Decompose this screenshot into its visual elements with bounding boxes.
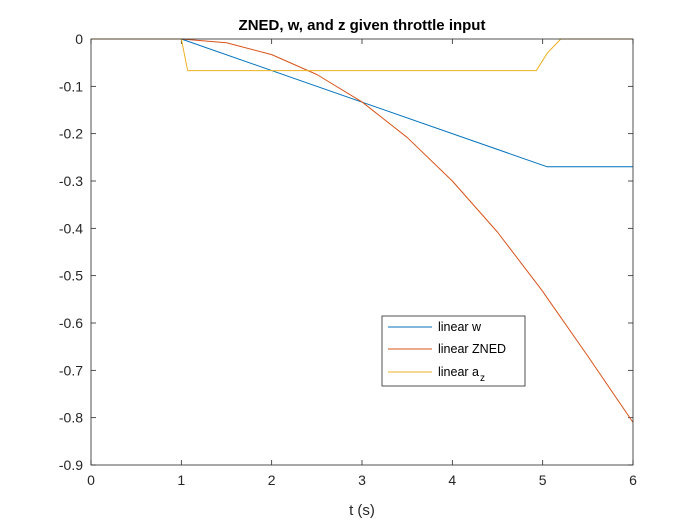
y-axis-ticks: 0 -0.1 -0.2 -0.3 -0.4 -0.5 -0.6 -0.7 -0.8 -0.9	[59, 31, 633, 473]
legend-label-linear-w: linear w	[438, 320, 482, 334]
y-tick-label: -0.8	[59, 410, 83, 426]
chart-title: ZNED, w, and z given throttle input	[239, 17, 486, 34]
y-tick-label: -0.7	[59, 362, 83, 378]
x-tick-label: 6	[629, 472, 637, 488]
x-tick-label: 4	[448, 472, 456, 488]
legend-label-linear-az-subscript: z	[480, 373, 485, 384]
series-line-linear-az	[91, 38, 633, 72]
plot-frame	[90, 38, 634, 466]
x-axis-label: t (s)	[349, 502, 375, 519]
y-tick-label: -0.9	[59, 457, 83, 473]
series-line-linear-zned	[91, 38, 634, 423]
x-tick-label: 3	[358, 472, 366, 488]
y-tick-label: -0.1	[59, 78, 83, 94]
y-tick-label: 0	[75, 31, 83, 47]
y-tick-label: -0.2	[59, 126, 83, 142]
x-axis-ticks: 0 1 2 3 4 5 6	[87, 39, 637, 488]
legend-box	[381, 315, 526, 387]
x-tick-label: 0	[87, 472, 95, 488]
plot-area	[91, 39, 633, 465]
x-tick-label: 5	[539, 472, 547, 488]
legend-label-linear-zned: linear ZNED	[438, 342, 506, 356]
x-tick-label: 1	[177, 472, 185, 488]
y-tick-label: -0.5	[59, 268, 83, 284]
y-tick-label: -0.4	[59, 220, 83, 236]
legend-label-linear-az: linear az	[438, 365, 485, 384]
legend-label-linear-az-main: linear a	[438, 365, 479, 379]
y-tick-label: -0.3	[59, 173, 83, 189]
y-tick-label: -0.6	[59, 315, 83, 331]
legend: linear w linear ZNED linear az	[381, 315, 526, 387]
x-tick-label: 2	[268, 472, 276, 488]
